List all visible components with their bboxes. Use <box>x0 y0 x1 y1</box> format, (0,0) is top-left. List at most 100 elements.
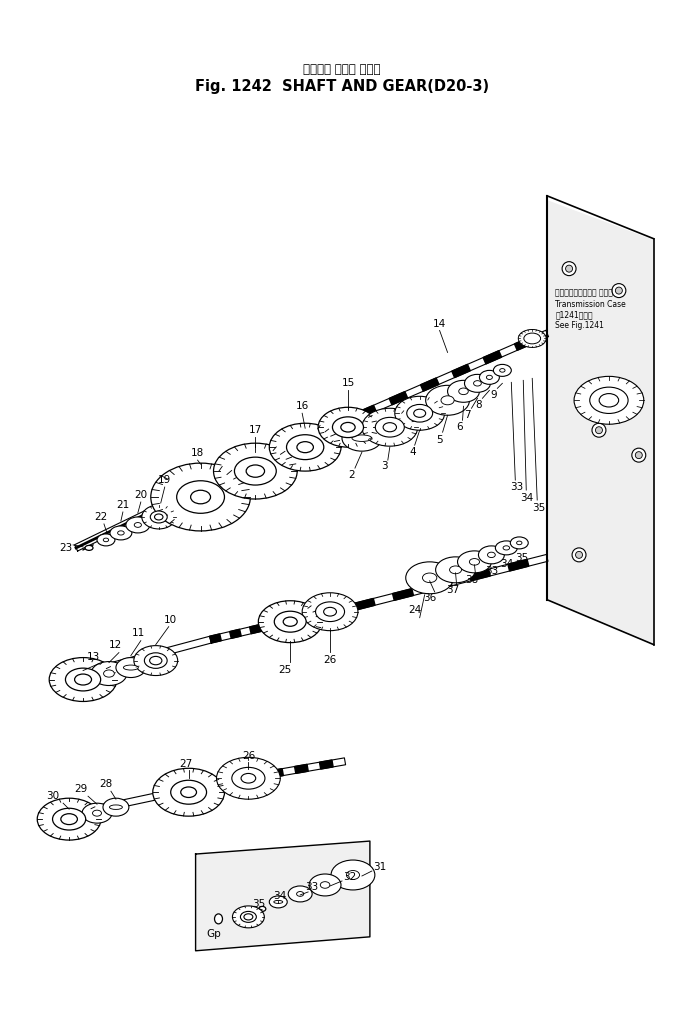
Text: 33: 33 <box>510 482 523 492</box>
Ellipse shape <box>61 814 77 824</box>
Ellipse shape <box>407 404 433 422</box>
Text: 12: 12 <box>110 639 123 650</box>
Ellipse shape <box>103 538 109 542</box>
Text: 35: 35 <box>532 503 546 513</box>
Ellipse shape <box>488 552 495 557</box>
Ellipse shape <box>92 810 101 816</box>
Ellipse shape <box>590 387 628 413</box>
Ellipse shape <box>151 463 251 531</box>
Polygon shape <box>421 378 439 391</box>
Ellipse shape <box>495 541 517 555</box>
Polygon shape <box>197 782 210 791</box>
Text: 10: 10 <box>164 615 177 624</box>
Text: 28: 28 <box>99 780 112 790</box>
Ellipse shape <box>425 386 469 415</box>
Text: 2: 2 <box>349 470 356 480</box>
Text: 35: 35 <box>251 899 265 908</box>
Ellipse shape <box>177 481 225 514</box>
Ellipse shape <box>406 562 453 594</box>
Ellipse shape <box>323 607 336 616</box>
Text: 20: 20 <box>134 490 147 500</box>
Ellipse shape <box>134 523 141 528</box>
Ellipse shape <box>103 798 129 816</box>
Ellipse shape <box>321 882 330 888</box>
Ellipse shape <box>258 601 322 642</box>
Ellipse shape <box>274 900 283 903</box>
Polygon shape <box>295 432 314 446</box>
Polygon shape <box>393 589 414 600</box>
Text: 13: 13 <box>86 652 99 662</box>
Polygon shape <box>175 779 221 796</box>
Text: 26: 26 <box>242 751 255 761</box>
Text: 33: 33 <box>485 565 498 576</box>
Text: 34: 34 <box>500 559 513 568</box>
Text: 21: 21 <box>116 500 129 510</box>
Ellipse shape <box>274 611 306 632</box>
Text: 第1241図参照: 第1241図参照 <box>555 311 593 320</box>
Ellipse shape <box>110 805 123 809</box>
Ellipse shape <box>240 911 256 923</box>
Ellipse shape <box>441 396 454 405</box>
Polygon shape <box>196 841 370 951</box>
Ellipse shape <box>97 534 115 546</box>
Ellipse shape <box>85 545 93 550</box>
Text: 34: 34 <box>273 891 287 901</box>
Ellipse shape <box>458 551 491 572</box>
Text: 27: 27 <box>179 759 192 769</box>
Ellipse shape <box>473 381 482 386</box>
Text: 16: 16 <box>295 401 309 411</box>
Text: 26: 26 <box>323 655 336 665</box>
Ellipse shape <box>493 364 511 377</box>
Ellipse shape <box>632 449 646 462</box>
Text: トランスミッション ケース: トランスミッション ケース <box>555 288 613 297</box>
Ellipse shape <box>519 330 546 347</box>
Ellipse shape <box>214 914 223 924</box>
Ellipse shape <box>375 417 404 437</box>
Text: 30: 30 <box>47 792 60 801</box>
Polygon shape <box>327 419 345 432</box>
Ellipse shape <box>49 658 117 701</box>
Ellipse shape <box>459 388 469 395</box>
Ellipse shape <box>331 860 375 890</box>
Text: 23: 23 <box>60 543 73 553</box>
Polygon shape <box>483 351 501 364</box>
Ellipse shape <box>75 674 92 685</box>
Ellipse shape <box>53 808 86 830</box>
Ellipse shape <box>524 333 540 344</box>
Ellipse shape <box>82 803 112 823</box>
Text: 32: 32 <box>343 872 357 882</box>
Ellipse shape <box>615 287 623 294</box>
Text: 34: 34 <box>521 493 534 503</box>
Polygon shape <box>264 330 549 460</box>
Polygon shape <box>469 569 490 581</box>
Text: 17: 17 <box>249 425 262 435</box>
Ellipse shape <box>347 871 360 879</box>
Ellipse shape <box>486 376 493 380</box>
Polygon shape <box>60 636 212 683</box>
Ellipse shape <box>566 265 573 272</box>
Text: 31: 31 <box>373 862 386 872</box>
Ellipse shape <box>232 767 265 789</box>
Polygon shape <box>389 392 408 405</box>
Ellipse shape <box>332 417 364 437</box>
Ellipse shape <box>234 457 276 485</box>
Ellipse shape <box>269 423 341 471</box>
Ellipse shape <box>155 514 163 520</box>
Text: 24: 24 <box>408 605 421 615</box>
Polygon shape <box>270 604 356 628</box>
Ellipse shape <box>150 511 167 523</box>
Polygon shape <box>75 453 267 551</box>
Ellipse shape <box>612 283 626 297</box>
Ellipse shape <box>181 787 197 798</box>
Ellipse shape <box>288 886 312 902</box>
Ellipse shape <box>447 381 479 402</box>
Ellipse shape <box>232 906 264 928</box>
Ellipse shape <box>414 409 425 417</box>
Text: 14: 14 <box>433 319 446 329</box>
Text: 11: 11 <box>132 627 145 637</box>
Text: 6: 6 <box>456 422 463 432</box>
Text: 4: 4 <box>410 448 416 457</box>
Polygon shape <box>319 760 333 769</box>
Ellipse shape <box>449 566 462 573</box>
Text: 18: 18 <box>191 449 204 458</box>
